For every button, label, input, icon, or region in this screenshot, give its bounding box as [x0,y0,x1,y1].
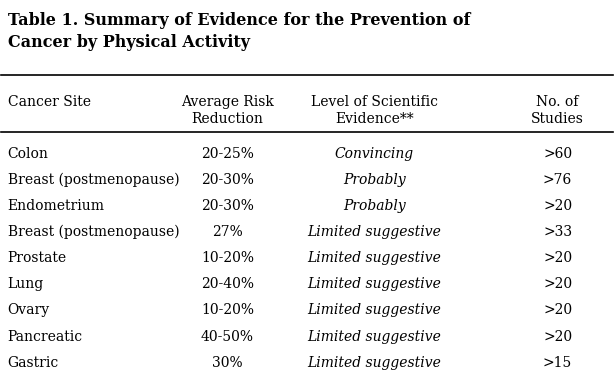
Text: 20-30%: 20-30% [201,199,254,213]
Text: Convincing: Convincing [335,147,414,161]
Text: Table 1. Summary of Evidence for the Prevention of
Cancer by Physical Activity: Table 1. Summary of Evidence for the Pre… [7,12,470,51]
Text: Probably: Probably [343,199,406,213]
Text: >33: >33 [543,225,572,239]
Text: 27%: 27% [212,225,243,239]
Text: Colon: Colon [7,147,49,161]
Text: 20-30%: 20-30% [201,173,254,187]
Text: >20: >20 [543,304,572,317]
Text: Prostate: Prostate [7,251,67,265]
Text: Cancer Site: Cancer Site [7,94,90,109]
Text: Limited suggestive: Limited suggestive [307,304,441,317]
Text: Lung: Lung [7,278,44,291]
Text: 30%: 30% [212,356,243,370]
Text: >76: >76 [543,173,572,187]
Text: 40-50%: 40-50% [201,330,254,344]
Text: Pancreatic: Pancreatic [7,330,83,344]
Text: >60: >60 [543,147,572,161]
Text: >20: >20 [543,199,572,213]
Text: Level of Scientific
Evidence**: Level of Scientific Evidence** [311,94,438,126]
Text: 20-40%: 20-40% [201,278,254,291]
Text: Limited suggestive: Limited suggestive [307,330,441,344]
Text: Average Risk
Reduction: Average Risk Reduction [181,94,274,126]
Text: Gastric: Gastric [7,356,59,370]
Text: Ovary: Ovary [7,304,50,317]
Text: >20: >20 [543,278,572,291]
Text: >15: >15 [543,356,572,370]
Text: Breast (postmenopause): Breast (postmenopause) [7,225,179,240]
Text: No. of
Studies: No. of Studies [531,94,584,126]
Text: Probably: Probably [343,173,406,187]
Text: Limited suggestive: Limited suggestive [307,278,441,291]
Text: Limited suggestive: Limited suggestive [307,225,441,239]
Text: 20-25%: 20-25% [201,147,254,161]
Text: Limited suggestive: Limited suggestive [307,356,441,370]
Text: 10-20%: 10-20% [201,251,254,265]
Text: >20: >20 [543,330,572,344]
Text: >20: >20 [543,251,572,265]
Text: 10-20%: 10-20% [201,304,254,317]
Text: Limited suggestive: Limited suggestive [307,251,441,265]
Text: Endometrium: Endometrium [7,199,104,213]
Text: Breast (postmenopause): Breast (postmenopause) [7,173,179,187]
